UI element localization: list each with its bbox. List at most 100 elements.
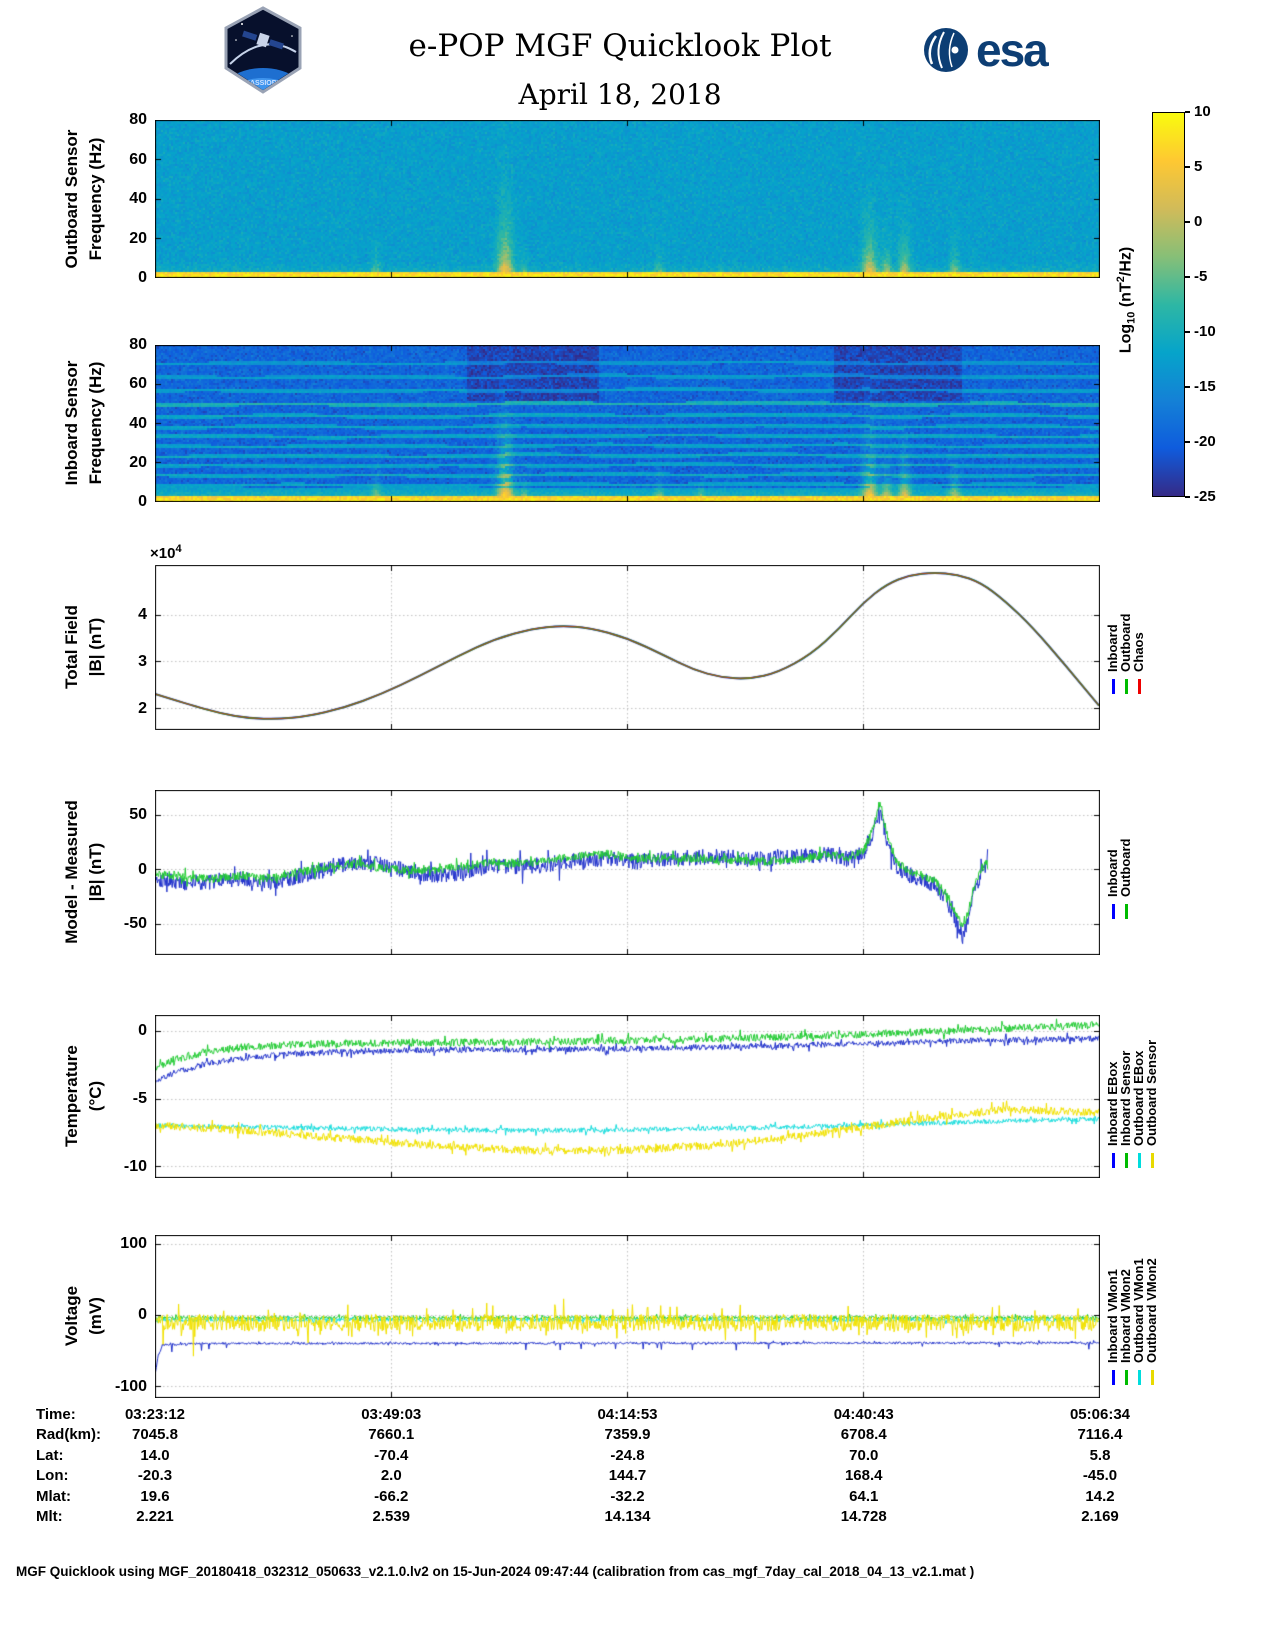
outboard-spectrogram-canvas <box>155 120 1100 278</box>
legend-dash <box>1150 1369 1154 1385</box>
ephem-value: -20.3 <box>137 1467 173 1485</box>
legend-label: Outboard <box>1118 838 1133 898</box>
legend-dash <box>1111 1153 1115 1169</box>
ytick-label: 0 <box>138 269 147 286</box>
ephem-value: -70.4 <box>374 1446 409 1464</box>
ephem-value: -24.8 <box>610 1446 645 1464</box>
ephem-value: 14.134 <box>604 1508 651 1525</box>
colorbar-tick-mark <box>1185 221 1190 223</box>
ytick-label: 20 <box>129 453 147 471</box>
ytick-label: 0 <box>138 1022 147 1040</box>
colorbar-tick-mark <box>1185 166 1190 168</box>
patch-satellite-icon <box>242 30 284 50</box>
ephem-value: 64.1 <box>849 1487 879 1505</box>
total-field-canvas <box>155 565 1100 730</box>
legend-dash <box>1137 679 1141 695</box>
colorbar-tick-mark <box>1185 496 1190 498</box>
ephem-row-label: Mlt: <box>36 1508 63 1525</box>
ephem-value: 168.4 <box>844 1467 883 1485</box>
colorbar-tick-label: -10 <box>1194 323 1216 340</box>
ytick-label: 0 <box>138 493 147 510</box>
colorbar-tick-mark <box>1185 386 1190 388</box>
esa-wordmark: esa <box>976 24 1049 76</box>
footer-note: MGF Quicklook using MGF_20180418_032312_… <box>16 1564 975 1579</box>
ephem-value: 2.221 <box>136 1508 174 1525</box>
colorbar-tick-mark <box>1185 441 1190 443</box>
figure-date: April 18, 2018 <box>518 78 722 111</box>
ephem-value: 14.0 <box>140 1446 170 1464</box>
ephem-row-label: Lon: <box>36 1467 69 1485</box>
ephem-value: 2.0 <box>380 1467 402 1485</box>
colorbar-tick-label: 0 <box>1194 213 1203 230</box>
ephem-value: 19.6 <box>140 1487 170 1505</box>
esa-globe-icon <box>924 28 968 72</box>
ytick-label: 0 <box>138 1306 147 1324</box>
legend-label: Chaos <box>1131 632 1146 673</box>
esa-logo: esa <box>922 24 1049 76</box>
legend-dash <box>1111 679 1115 695</box>
figure-title: e-POP MGF Quicklook Plot <box>408 28 832 64</box>
legend-dash <box>1124 679 1128 695</box>
ephem-value: 5.8 <box>1089 1446 1111 1464</box>
cassiope-mission-patch: CASSIOPE <box>224 6 302 94</box>
model-measured-canvas <box>155 790 1100 955</box>
legend-dash <box>1111 1369 1115 1385</box>
ephem-value: 144.7 <box>608 1467 647 1485</box>
colorbar-label-prefix: Log <box>1117 323 1135 354</box>
patch-mission-name: CASSIOPE <box>245 80 282 87</box>
ytick-label: 0 <box>138 860 147 878</box>
colorbar-tick-label: 10 <box>1194 103 1211 120</box>
ephem-value: 04:40:43 <box>833 1406 894 1423</box>
colorbar-label-sub: 10 <box>1125 311 1138 324</box>
ytick-label: -5 <box>132 1090 147 1108</box>
ytick-label: 60 <box>129 150 147 168</box>
total-field-ylabel-1: Total Field <box>62 605 81 689</box>
ephem-value: 14.2 <box>1085 1487 1115 1505</box>
legend-dash <box>1150 1153 1154 1169</box>
legend-dash <box>1124 1153 1128 1169</box>
ephem-value: -66.2 <box>374 1487 409 1505</box>
ephem-row-label: Time: <box>36 1406 76 1423</box>
ephem-value: 03:23:12 <box>124 1406 186 1423</box>
ephem-value: 2.539 <box>372 1508 411 1525</box>
ephem-value: -45.0 <box>1082 1467 1118 1485</box>
total-field-ylabel-2: |B| (nT) <box>86 617 105 677</box>
colorbar-tick-label: -5 <box>1194 268 1208 285</box>
ytick-label: 60 <box>129 375 147 393</box>
outboard-spectrogram-ylabel-1: Outboard Sensor <box>62 129 81 269</box>
colorbar <box>1152 112 1185 497</box>
ytick-label: 50 <box>129 806 147 824</box>
inboard-spectrogram-ylabel-1: Inboard Sensor <box>62 360 81 486</box>
ephem-value: 14.728 <box>840 1508 887 1525</box>
ytick-label: -10 <box>123 1158 147 1176</box>
total-field-exponent-label: ×104 <box>150 543 182 562</box>
ephem-value: 7116.4 <box>1077 1426 1123 1444</box>
legend-label: Outboard VMon2 <box>1144 1258 1159 1363</box>
inboard-spectrogram-canvas <box>155 345 1100 502</box>
ephem-value: 7045.8 <box>132 1426 178 1444</box>
colorbar-label-sup: 2 <box>1115 276 1127 283</box>
legend-dash <box>1111 904 1115 920</box>
colorbar-label-mid: (nT <box>1117 282 1135 312</box>
ephem-value: 04:14:53 <box>597 1406 658 1423</box>
voltage-canvas <box>155 1235 1100 1398</box>
colorbar-tick-label: -25 <box>1194 488 1216 505</box>
colorbar-tick-label: -20 <box>1194 433 1216 450</box>
ytick-label: 40 <box>129 414 147 432</box>
ytick-label: 20 <box>129 229 147 247</box>
ytick-label: -50 <box>123 915 147 933</box>
ytick-label: 80 <box>129 336 147 353</box>
ephem-value: -32.2 <box>610 1487 645 1505</box>
ytick-label: 80 <box>129 111 147 128</box>
ytick-label: 3 <box>138 652 147 670</box>
ytick-label: 2 <box>138 699 147 717</box>
legend-dash <box>1124 904 1128 920</box>
colorbar-tick-label: 5 <box>1194 158 1203 175</box>
legend-dash <box>1124 1369 1128 1385</box>
ephem-value: 7660.1 <box>368 1426 415 1444</box>
colorbar-tick-mark <box>1185 111 1190 113</box>
ephem-row-label: Mlat: <box>36 1487 71 1505</box>
legend-dash <box>1137 1153 1141 1169</box>
ephem-row-label: Lat: <box>36 1446 64 1464</box>
colorbar-label: Log10 (nT2/Hz) <box>1110 140 1138 460</box>
